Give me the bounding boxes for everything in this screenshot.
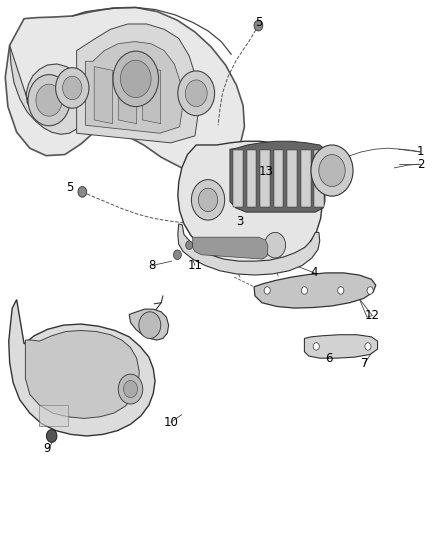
Circle shape (265, 232, 286, 258)
Polygon shape (9, 300, 155, 436)
Circle shape (311, 145, 353, 196)
Polygon shape (260, 150, 270, 207)
Text: 5: 5 (255, 16, 262, 29)
Polygon shape (39, 405, 68, 426)
Circle shape (191, 180, 225, 220)
Circle shape (319, 155, 345, 187)
Circle shape (173, 250, 181, 260)
Polygon shape (233, 150, 243, 207)
Text: 2: 2 (417, 158, 424, 171)
Circle shape (365, 343, 371, 350)
Circle shape (178, 71, 215, 116)
Polygon shape (178, 224, 320, 275)
Polygon shape (142, 67, 161, 124)
Polygon shape (118, 67, 137, 124)
Circle shape (186, 241, 193, 249)
Circle shape (46, 430, 57, 442)
Text: 5: 5 (67, 181, 74, 194)
Text: 13: 13 (259, 165, 274, 178)
Circle shape (198, 188, 218, 212)
Circle shape (367, 287, 373, 294)
Polygon shape (178, 141, 322, 266)
Circle shape (118, 374, 143, 404)
Text: 7: 7 (360, 357, 368, 370)
Polygon shape (254, 273, 376, 308)
Polygon shape (304, 335, 378, 358)
Polygon shape (287, 150, 297, 207)
Polygon shape (5, 7, 244, 172)
Circle shape (254, 20, 263, 31)
Polygon shape (94, 67, 113, 124)
Circle shape (264, 287, 270, 294)
Circle shape (338, 287, 344, 294)
Circle shape (28, 75, 70, 126)
Circle shape (56, 68, 89, 108)
Circle shape (36, 84, 62, 116)
Polygon shape (25, 330, 139, 418)
Circle shape (124, 381, 138, 398)
Text: 3: 3 (237, 215, 244, 228)
Polygon shape (230, 141, 325, 212)
Text: 10: 10 (163, 416, 178, 429)
Text: 12: 12 (365, 309, 380, 322)
Text: 6: 6 (325, 352, 332, 365)
Text: 11: 11 (187, 259, 202, 272)
Circle shape (301, 287, 307, 294)
Polygon shape (85, 42, 183, 133)
Text: 1: 1 (417, 146, 424, 158)
Polygon shape (314, 150, 324, 207)
Polygon shape (247, 150, 256, 207)
Circle shape (120, 60, 151, 98)
Text: 8: 8 (149, 259, 156, 272)
Polygon shape (10, 45, 90, 134)
Polygon shape (274, 150, 283, 207)
Circle shape (63, 76, 82, 100)
Circle shape (78, 187, 87, 197)
Circle shape (139, 312, 161, 338)
Circle shape (113, 51, 159, 107)
Text: 9: 9 (43, 442, 51, 455)
Circle shape (185, 80, 207, 107)
Polygon shape (193, 237, 268, 259)
Polygon shape (77, 24, 199, 143)
Polygon shape (129, 309, 169, 340)
Circle shape (313, 343, 319, 350)
Text: 4: 4 (311, 266, 318, 279)
Polygon shape (301, 150, 311, 207)
